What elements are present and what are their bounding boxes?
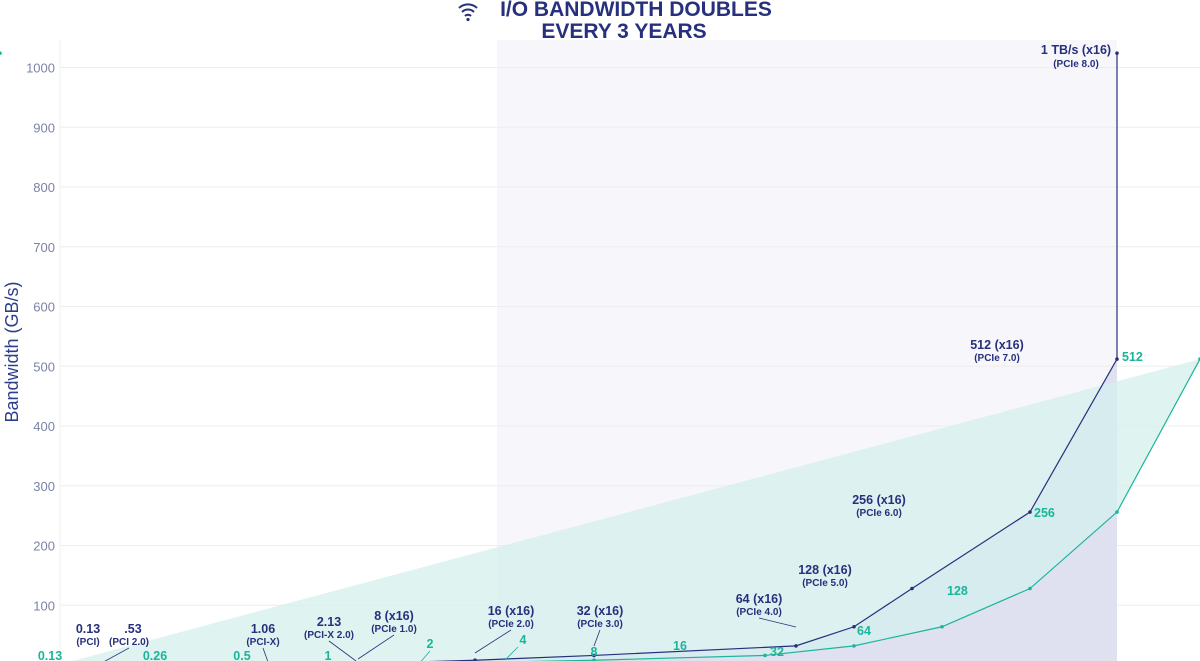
line-layer (0, 51, 1200, 661)
navy-data-label: 64 (x16) (736, 592, 783, 606)
navy-area (448, 53, 1117, 661)
label-leader (328, 640, 357, 661)
teal-data-label: 0.5 (233, 649, 250, 661)
label-leader (593, 629, 601, 647)
teal-data-label: 512 (1122, 350, 1143, 364)
navy-data-sublabel: (PCIe 4.0) (736, 607, 782, 618)
teal-data-label: 0.26 (143, 649, 167, 661)
teal-label-leader (504, 646, 519, 661)
navy-data-sublabel: (PCIe 3.0) (577, 619, 623, 630)
navy-data-sublabel: (PCIe 1.0) (371, 624, 417, 635)
navy-data-label: 1.06 (251, 622, 275, 636)
teal-data-label: 16 (673, 639, 687, 653)
area-layer (72, 53, 1200, 661)
teal-point (592, 658, 596, 661)
navy-data-label: 128 (x16) (798, 563, 852, 577)
y-tick-label: 300 (33, 479, 55, 494)
navy-data-sublabel: (PCI-X) (246, 637, 279, 648)
teal-label-leader (420, 650, 431, 661)
y-tick-label: 500 (33, 359, 55, 374)
teal-point (1028, 586, 1032, 591)
navy-data-sublabel: (PCIe 8.0) (1053, 59, 1099, 70)
label-layer: 0.13(PCI).53(PCI 2.0)1.06(PCI-X)2.13(PCI… (38, 43, 1143, 661)
navy-data-label: .53 (124, 622, 141, 636)
navy-point (852, 624, 856, 629)
title-line-2: EVERY 3 YEARS (541, 20, 706, 43)
navy-data-sublabel: (PCIe 2.0) (488, 619, 534, 630)
teal-point (1115, 510, 1119, 514)
navy-data-label: 0.13 (76, 622, 100, 636)
navy-data-label: 32 (x16) (577, 604, 624, 618)
y-tick-label: 700 (33, 240, 55, 255)
navy-series-line (428, 53, 1118, 661)
navy-data-sublabel: (PCI-X 2.0) (304, 630, 354, 641)
navy-data-label: 2.13 (317, 615, 341, 629)
navy-point (1028, 510, 1032, 514)
y-tick-label: 400 (33, 419, 55, 434)
teal-data-label: 256 (1034, 506, 1055, 520)
navy-point (592, 653, 596, 658)
y-tick-label: 800 (33, 180, 55, 195)
y-axis-label: Bandwidth (GB/s) (2, 281, 22, 422)
label-leader (104, 647, 130, 661)
teal-point (0, 51, 2, 55)
y-tick-label: 900 (33, 120, 55, 135)
teal-data-label: 4 (520, 633, 527, 647)
navy-point (794, 644, 798, 648)
navy-data-label: 8 (x16) (374, 609, 414, 623)
label-leader (474, 629, 512, 654)
navy-data-sublabel: (PCIe 7.0) (974, 353, 1020, 364)
y-tick-label: 100 (33, 598, 55, 613)
chart-title: I/O BANDWIDTH DOUBLES EVERY 3 YEARS (458, 0, 772, 43)
teal-data-label: 32 (770, 645, 784, 659)
teal-point (940, 624, 944, 629)
navy-data-label: 256 (x16) (852, 493, 906, 507)
navy-point (473, 658, 477, 661)
grid-layer: 100 200 300 400 500 600 700 800 900 1000 (26, 40, 1200, 661)
navy-data-sublabel: (PCIe 5.0) (802, 578, 848, 589)
navy-point (910, 586, 914, 591)
navy-data-label: 16 (x16) (488, 604, 535, 618)
navy-point (1115, 51, 1119, 55)
teal-point (852, 644, 856, 648)
teal-data-label: 128 (947, 584, 968, 598)
navy-data-label: 512 (x16) (970, 338, 1024, 352)
navy-point (1115, 357, 1119, 361)
navy-data-sublabel: (PCIe 6.0) (856, 508, 902, 519)
navy-data-label: 1 TB/s (x16) (1041, 43, 1111, 57)
y-tick-label: 200 (33, 539, 55, 554)
teal-data-label: 1 (325, 649, 332, 661)
teal-data-label: 64 (857, 624, 871, 638)
teal-area (72, 359, 1200, 661)
label-leader (357, 634, 395, 660)
title-line-1: I/O BANDWIDTH DOUBLES (500, 0, 772, 21)
y-tick-label: 1000 (26, 61, 55, 76)
teal-data-label: 0.13 (38, 649, 62, 661)
y-tick-label: 600 (33, 300, 55, 315)
teal-data-label: 8 (591, 645, 598, 659)
label-leader (758, 617, 797, 628)
navy-data-sublabel: (PCI 2.0) (109, 637, 149, 648)
teal-point (763, 653, 767, 658)
label-leader (262, 647, 269, 661)
teal-data-label: 2 (427, 637, 434, 651)
wifi-icon (458, 3, 478, 22)
navy-data-sublabel: (PCI) (76, 637, 99, 648)
